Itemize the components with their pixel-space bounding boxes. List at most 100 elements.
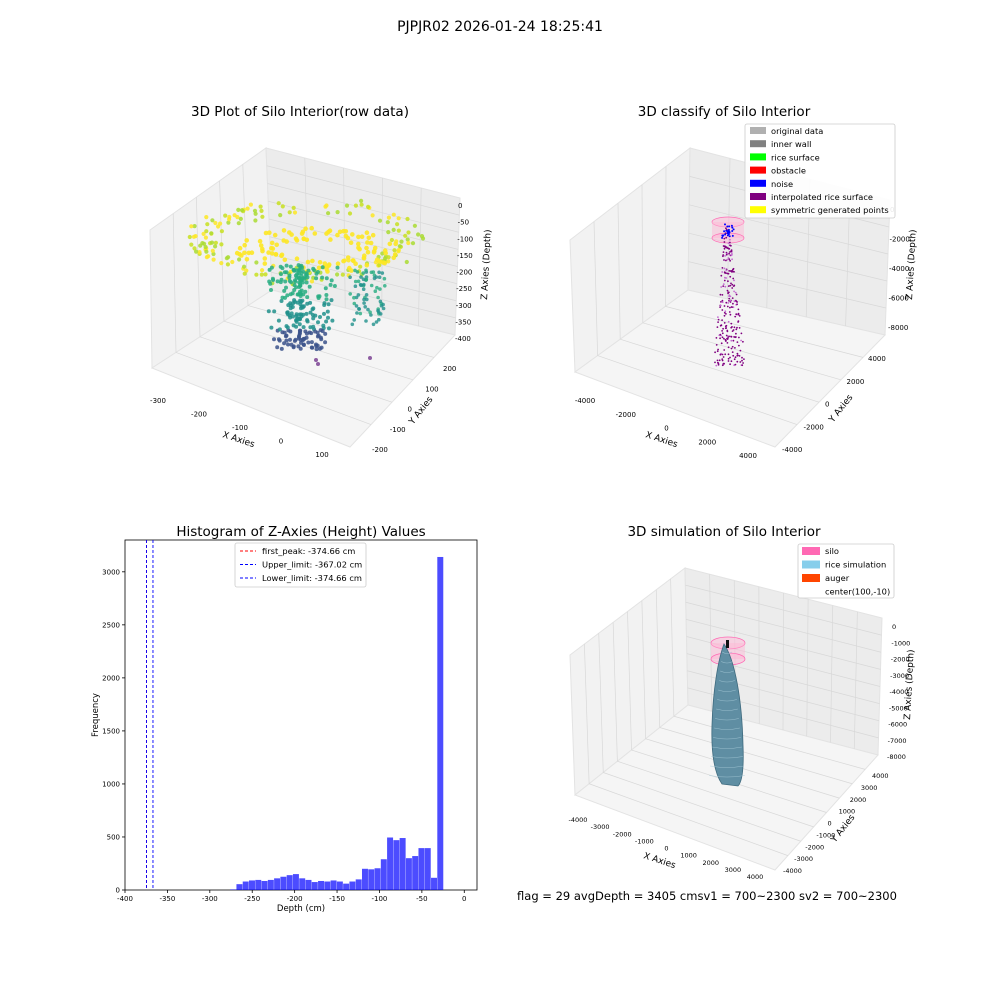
- data-point: [378, 312, 383, 316]
- data-point: [200, 241, 205, 246]
- histogram-bar: [399, 838, 406, 890]
- data-point: [219, 242, 224, 247]
- data-point: [726, 289, 729, 292]
- data-point: [284, 263, 289, 268]
- data-point: [399, 239, 404, 244]
- histogram-bar: [361, 868, 368, 890]
- data-point: [727, 280, 729, 283]
- surface-contour: [721, 661, 733, 664]
- data-point: [727, 346, 730, 349]
- data-point: [732, 228, 735, 231]
- data-point: [727, 285, 730, 287]
- data-point: [374, 275, 379, 279]
- data-point: [725, 301, 728, 304]
- data-point: [721, 234, 724, 237]
- data-point: [725, 313, 727, 315]
- grid-line: [686, 619, 881, 670]
- data-point: [269, 288, 273, 292]
- data-point: [322, 261, 328, 266]
- surface-contour: [709, 775, 745, 778]
- data-point: [724, 255, 726, 257]
- data-point: [730, 322, 733, 325]
- data-point: [283, 334, 288, 339]
- grid-line: [659, 727, 853, 785]
- data-point: [299, 340, 303, 345]
- tick-label: -200: [287, 895, 303, 903]
- data-point: [276, 337, 281, 342]
- data-point: [282, 270, 287, 275]
- tick-label: -2000: [804, 423, 824, 431]
- data-point: [344, 203, 350, 208]
- data-point: [378, 287, 382, 291]
- data-point: [719, 304, 722, 307]
- data-point: [366, 307, 370, 312]
- grid-line: [685, 601, 882, 653]
- data-point: [727, 242, 730, 245]
- data-point: [356, 234, 361, 240]
- data-point: [294, 256, 300, 262]
- data-point: [238, 216, 243, 221]
- data-point: [322, 311, 326, 316]
- tick-label: 0: [116, 887, 120, 895]
- classified-points: [714, 223, 745, 367]
- data-point: [726, 225, 729, 228]
- tick-label: -250: [456, 285, 472, 293]
- tick-label: -350: [159, 895, 175, 903]
- data-point: [266, 250, 271, 255]
- data-point: [721, 236, 724, 239]
- data-point: [735, 332, 737, 335]
- data-point: [714, 361, 716, 364]
- data-point: [371, 270, 376, 274]
- data-point: [300, 265, 305, 270]
- data-point: [362, 301, 366, 305]
- data-point: [325, 264, 330, 269]
- data-point: [729, 313, 732, 316]
- data-point: [269, 240, 275, 246]
- histogram-bar: [236, 884, 243, 890]
- histogram-bars: [230, 556, 444, 890]
- histogram-bar: [418, 848, 425, 890]
- data-point: [289, 342, 294, 347]
- data-point: [722, 255, 724, 258]
- data-point: [732, 306, 735, 309]
- data-point: [725, 269, 728, 272]
- data-point: [272, 309, 277, 314]
- histogram-bar: [318, 880, 325, 890]
- data-point: [312, 231, 318, 236]
- data-point: [242, 250, 247, 256]
- data-point: [721, 364, 724, 367]
- data-point: [727, 302, 730, 304]
- data-point: [279, 277, 284, 282]
- data-point: [730, 326, 733, 329]
- legend-label: rice simulation: [825, 560, 886, 570]
- data-point: [244, 268, 249, 273]
- legend: first_peak: -374.66 cm Upper_limit: -367.…: [234, 542, 367, 588]
- grid-line: [641, 600, 646, 739]
- data-point: [376, 295, 380, 300]
- data-point: [279, 299, 284, 303]
- data-point: [353, 279, 358, 284]
- tick-label: -6000: [888, 721, 907, 729]
- data-point: [340, 272, 345, 277]
- data-point: [391, 212, 396, 217]
- data-point: [192, 224, 197, 229]
- data-point: [726, 338, 729, 340]
- data-point: [309, 279, 315, 284]
- data-point: [304, 280, 309, 285]
- data-point: [329, 278, 334, 283]
- grid-line: [598, 633, 604, 773]
- data-point: [279, 252, 285, 258]
- data-point: [284, 338, 289, 343]
- data-point: [267, 267, 272, 272]
- data-point: [288, 315, 293, 320]
- data-point: [730, 244, 732, 247]
- grid-line: [223, 320, 414, 381]
- data-point: [722, 327, 724, 330]
- data-point: [316, 265, 322, 271]
- data-point: [368, 240, 374, 246]
- grid-line: [655, 589, 661, 728]
- data-point: [308, 300, 313, 305]
- tick-label: 4000: [868, 355, 886, 363]
- grid-line: [620, 338, 820, 403]
- data-point: [731, 252, 733, 255]
